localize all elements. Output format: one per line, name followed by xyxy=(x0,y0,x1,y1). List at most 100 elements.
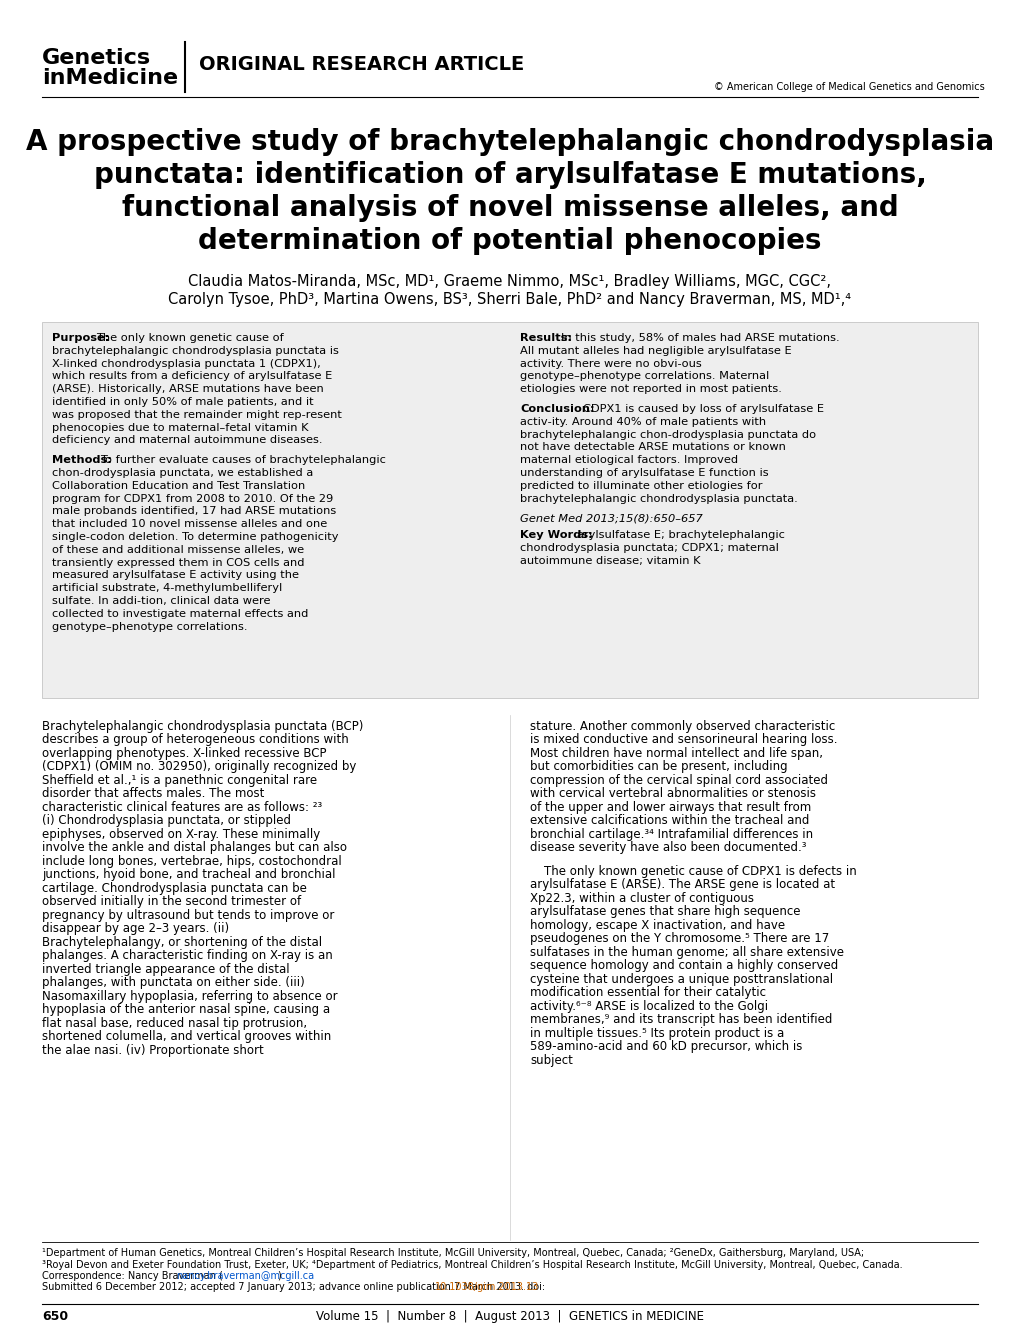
Text: homology, escape X inactivation, and have: homology, escape X inactivation, and hav… xyxy=(530,918,785,931)
Text: Key Words:: Key Words: xyxy=(520,530,592,540)
Text: identified in only 50% of male patients, and it: identified in only 50% of male patients,… xyxy=(52,396,313,407)
Text: measured arylsulfatase E activity using the: measured arylsulfatase E activity using … xyxy=(52,570,299,581)
Text: All mutant alleles had negligible arylsulfatase E: All mutant alleles had negligible arylsu… xyxy=(520,345,791,356)
Text: Most children have normal intellect and life span,: Most children have normal intellect and … xyxy=(530,747,822,759)
Text: Collaboration Education and Test Translation: Collaboration Education and Test Transla… xyxy=(52,481,305,491)
Text: Claudia Matos-Miranda, MSc, MD¹, Graeme Nimmo, MSc¹, Bradley Williams, MGC, CGC²: Claudia Matos-Miranda, MSc, MD¹, Graeme … xyxy=(189,274,830,289)
Text: CDPX1 is caused by loss of arylsulfatase E: CDPX1 is caused by loss of arylsulfatase… xyxy=(583,405,823,414)
Text: Sheffield et al.,¹ is a panethnic congenital rare: Sheffield et al.,¹ is a panethnic congen… xyxy=(42,774,317,786)
Text: activity. There were no obvi­ous: activity. There were no obvi­ous xyxy=(520,359,701,368)
Text: To further evaluate causes of brachytelephalangic: To further evaluate causes of brachytele… xyxy=(100,456,385,465)
Text: In this study, 58% of males had ARSE mutations.: In this study, 58% of males had ARSE mut… xyxy=(560,333,839,343)
Text: (CDPX1) (OMIM no. 302950), originally recognized by: (CDPX1) (OMIM no. 302950), originally re… xyxy=(42,761,356,773)
Text: disease severity have also been documented.³: disease severity have also been document… xyxy=(530,841,806,853)
Text: of the upper and lower airways that result from: of the upper and lower airways that resu… xyxy=(530,801,810,813)
Text: flat nasal base, reduced nasal tip protrusion,: flat nasal base, reduced nasal tip protr… xyxy=(42,1016,307,1030)
Text: was proposed that the remainder might rep­resent: was proposed that the remainder might re… xyxy=(52,410,341,419)
Text: shortened columella, and vertical grooves within: shortened columella, and vertical groove… xyxy=(42,1030,331,1043)
Text: chon­drodysplasia punctata, we established a: chon­drodysplasia punctata, we establish… xyxy=(52,468,313,478)
Text: The only known genetic cause of CDPX1 is defects in: The only known genetic cause of CDPX1 is… xyxy=(543,864,856,878)
Text: Methods:: Methods: xyxy=(52,456,112,465)
Text: chondrodysplasia punctata; CDPX1; maternal: chondrodysplasia punctata; CDPX1; matern… xyxy=(520,543,779,552)
Text: 589-amino-acid and 60 kD precursor, which is: 589-amino-acid and 60 kD precursor, whic… xyxy=(530,1040,802,1054)
Text: membranes,⁹ and its transcript has been identified: membranes,⁹ and its transcript has been … xyxy=(530,1013,832,1025)
Text: inverted triangle appearance of the distal: inverted triangle appearance of the dist… xyxy=(42,962,289,976)
Text: ³Royal Devon and Exeter Foundation Trust, Exeter, UK; ⁴Department of Pediatrics,: ³Royal Devon and Exeter Foundation Trust… xyxy=(42,1259,902,1270)
Text: Correspondence: Nancy Braverman (: Correspondence: Nancy Braverman ( xyxy=(42,1271,223,1281)
Text: Brachytelephalangic chondrodysplasia punctata (BCP): Brachytelephalangic chondrodysplasia pun… xyxy=(42,719,363,732)
Text: compression of the cervical spinal cord associated: compression of the cervical spinal cord … xyxy=(530,774,827,786)
Text: genotype–phenotype correlations. Maternal: genotype–phenotype correlations. Materna… xyxy=(520,371,768,382)
Text: characteristic clinical features are as follows: ²³: characteristic clinical features are as … xyxy=(42,801,322,813)
Text: 10.1038/gim.2013.13: 10.1038/gim.2013.13 xyxy=(434,1282,539,1293)
Text: modification essential for their catalytic: modification essential for their catalyt… xyxy=(530,986,765,999)
Text: include long bones, vertebrae, hips, costochondral: include long bones, vertebrae, hips, cos… xyxy=(42,855,341,868)
Text: brachytelephalangic chondrodysplasia punctata.: brachytelephalangic chondrodysplasia pun… xyxy=(520,493,797,504)
Text: Brachytelephalangy, or shortening of the distal: Brachytelephalangy, or shortening of the… xyxy=(42,935,322,949)
Text: that included 10 novel missense alleles and one: that included 10 novel missense alleles … xyxy=(52,519,327,530)
Text: (ARSE). Historically, ARSE mutations have been: (ARSE). Historically, ARSE mutations hav… xyxy=(52,384,323,394)
Text: activity.⁶⁻⁸ ARSE is localized to the Golgi: activity.⁶⁻⁸ ARSE is localized to the Go… xyxy=(530,1000,767,1012)
Text: collected to investigate maternal effects and: collected to investigate maternal effect… xyxy=(52,609,308,618)
Text: understanding of arylsulfatase E function is: understanding of arylsulfatase E functio… xyxy=(520,468,768,478)
Text: not have detectable ARSE mutations or known: not have detectable ARSE mutations or kn… xyxy=(520,442,785,453)
Text: male probands identified, 17 had ARSE mutations: male probands identified, 17 had ARSE mu… xyxy=(52,507,336,516)
Text: Genetics: Genetics xyxy=(42,48,151,69)
Text: phalanges, with punctata on either side. (iii): phalanges, with punctata on either side.… xyxy=(42,976,305,989)
Text: X-linked chondrodysplasia punctata 1 (CDPX1),: X-linked chondrodysplasia punctata 1 (CD… xyxy=(52,359,320,368)
Text: describes a group of heterogeneous conditions with: describes a group of heterogeneous condi… xyxy=(42,732,348,746)
Text: the alae nasi. (iv) Proportionate short: the alae nasi. (iv) Proportionate short xyxy=(42,1043,264,1056)
FancyBboxPatch shape xyxy=(42,323,977,698)
Text: activ­ity. Around 40% of male patients with: activ­ity. Around 40% of male patients w… xyxy=(520,417,765,427)
Text: arylsulfatase genes that share high sequence: arylsulfatase genes that share high sequ… xyxy=(530,905,800,918)
Text: of these and additional missense alleles, we: of these and additional missense alleles… xyxy=(52,544,304,555)
Text: with cervical vertebral abnormalities or stenosis: with cervical vertebral abnormalities or… xyxy=(530,788,815,800)
Text: A prospective study of brachytelephalangic chondrodysplasia: A prospective study of brachytelephalang… xyxy=(25,128,994,156)
Text: sequence homology and contain a highly conserved: sequence homology and contain a highly c… xyxy=(530,960,838,972)
Text: arylsulfatase E (ARSE). The ARSE gene is located at: arylsulfatase E (ARSE). The ARSE gene is… xyxy=(530,878,835,891)
Text: © American College of Medical Genetics and Genomics: © American College of Medical Genetics a… xyxy=(713,82,984,91)
Text: stature. Another commonly observed characteristic: stature. Another commonly observed chara… xyxy=(530,719,835,732)
Text: deficiency and maternal autoimmune diseases.: deficiency and maternal autoimmune disea… xyxy=(52,435,322,445)
Text: predicted to illuminate other etiologies for: predicted to illuminate other etiologies… xyxy=(520,481,762,491)
Text: Genet Med 2013;15(8):650–657: Genet Med 2013;15(8):650–657 xyxy=(520,513,702,523)
Text: Nasomaxillary hypoplasia, referring to absence or: Nasomaxillary hypoplasia, referring to a… xyxy=(42,989,337,1003)
Text: phalanges. A characteristic finding on X-ray is an: phalanges. A characteristic finding on X… xyxy=(42,949,332,962)
Text: determination of potential phenocopies: determination of potential phenocopies xyxy=(198,227,821,255)
Text: ¹Department of Human Genetics, Montreal Children’s Hospital Research Institute, : ¹Department of Human Genetics, Montreal … xyxy=(42,1249,863,1258)
Text: ): ) xyxy=(276,1271,280,1281)
Text: Xp22.3, within a cluster of contiguous: Xp22.3, within a cluster of contiguous xyxy=(530,891,753,905)
Text: bronchial cartilage.³⁴ Intrafamilial differences in: bronchial cartilage.³⁴ Intrafamilial dif… xyxy=(530,828,812,840)
Text: cysteine that undergoes a unique posttranslational: cysteine that undergoes a unique posttra… xyxy=(530,973,833,985)
Text: inMedicine: inMedicine xyxy=(42,69,178,87)
Text: brachytelephalangic chondrodysplasia punctata is: brachytelephalangic chondrodysplasia pun… xyxy=(52,345,338,356)
Text: is mixed conductive and sensorineural hearing loss.: is mixed conductive and sensorineural he… xyxy=(530,732,837,746)
Text: junctions, hyoid bone, and tracheal and bronchial: junctions, hyoid bone, and tracheal and … xyxy=(42,868,335,882)
Text: single-codon deletion. To determine pathogenicity: single-codon deletion. To determine path… xyxy=(52,532,338,542)
Text: Purpose:: Purpose: xyxy=(52,333,109,343)
Text: etiologies were not reported in most patients.: etiologies were not reported in most pat… xyxy=(520,384,782,394)
Text: ORIGINAL RESEARCH ARTICLE: ORIGINAL RESEARCH ARTICLE xyxy=(199,55,524,74)
Text: The only known genetic cause of: The only known genetic cause of xyxy=(96,333,283,343)
Text: hypoplasia of the anterior nasal spine, causing a: hypoplasia of the anterior nasal spine, … xyxy=(42,1003,330,1016)
Text: functional analysis of novel missense alleles, and: functional analysis of novel missense al… xyxy=(121,194,898,222)
Text: autoimmune disease; vitamin K: autoimmune disease; vitamin K xyxy=(520,556,700,566)
Text: disorder that affects males. The most: disorder that affects males. The most xyxy=(42,788,264,800)
Text: Conclusion:: Conclusion: xyxy=(520,405,594,414)
Text: punctata: identification of arylsulfatase E mutations,: punctata: identification of arylsulfatas… xyxy=(94,161,925,190)
Text: overlapping phenotypes. X-linked recessive BCP: overlapping phenotypes. X-linked recessi… xyxy=(42,747,326,759)
Text: artificial substrate, 4-methylumbelliferyl: artificial substrate, 4-methylumbellifer… xyxy=(52,583,282,593)
Text: Carolyn Tysoe, PhD³, Martina Owens, BS³, Sherri Bale, PhD² and Nancy Braverman, : Carolyn Tysoe, PhD³, Martina Owens, BS³,… xyxy=(168,292,851,306)
Text: in multiple tissues.⁵ Its protein product is a: in multiple tissues.⁵ Its protein produc… xyxy=(530,1027,784,1040)
Text: Volume 15  |  Number 8  |  August 2013  |  GENETICS in MEDICINE: Volume 15 | Number 8 | August 2013 | GEN… xyxy=(316,1310,703,1322)
Text: disappear by age 2–3 years. (ii): disappear by age 2–3 years. (ii) xyxy=(42,922,229,935)
Text: transiently expressed them in COS cells and: transiently expressed them in COS cells … xyxy=(52,558,305,567)
Text: observed initially in the second trimester of: observed initially in the second trimest… xyxy=(42,895,301,909)
Text: sulfate. In addi­tion, clinical data were: sulfate. In addi­tion, clinical data wer… xyxy=(52,595,270,606)
Text: program for CDPX1 from 2008 to 2010. Of the 29: program for CDPX1 from 2008 to 2010. Of … xyxy=(52,493,333,504)
Text: sulfatases in the human genome; all share extensive: sulfatases in the human genome; all shar… xyxy=(530,946,843,958)
Text: brachytelephalangic chon­drodysplasia punctata do: brachytelephalangic chon­drodysplasia pu… xyxy=(520,430,815,439)
Text: nancy.braverman@mcgill.ca: nancy.braverman@mcgill.ca xyxy=(175,1271,314,1281)
Text: which results from a deficiency of arylsulfatase E: which results from a deficiency of aryls… xyxy=(52,371,332,382)
Text: involve the ankle and distal phalanges but can also: involve the ankle and distal phalanges b… xyxy=(42,841,346,853)
